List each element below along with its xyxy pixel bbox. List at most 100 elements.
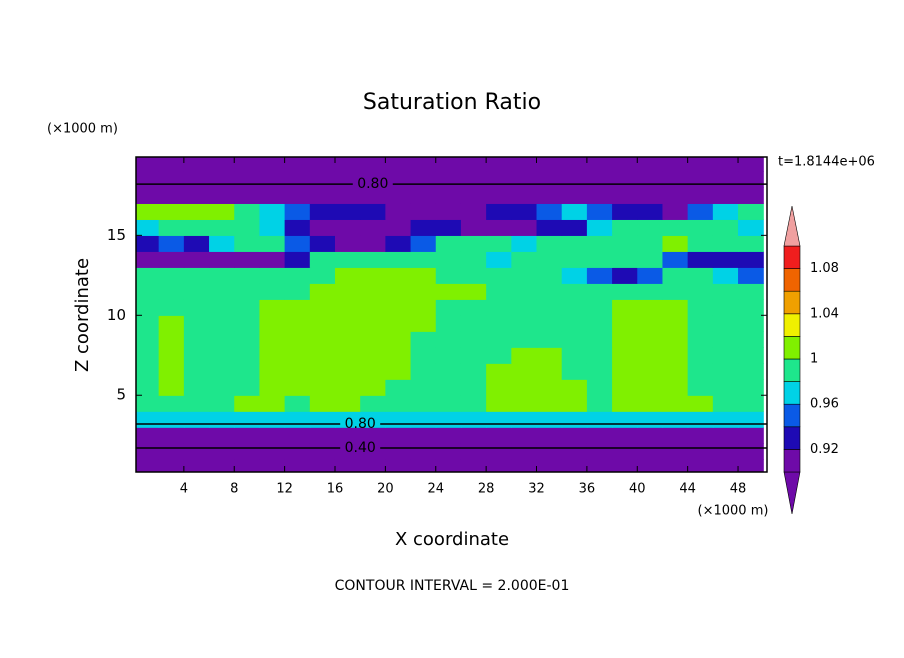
contour-cell [309, 299, 336, 316]
contour-cell [511, 171, 538, 188]
contour-cell [662, 363, 689, 380]
contour-cell [259, 219, 286, 236]
contour-cell [687, 171, 714, 188]
contour-cell [712, 157, 739, 172]
contour-cell [209, 283, 235, 300]
contour-cell [309, 203, 336, 220]
contour-cell [183, 379, 210, 396]
contour-cell [209, 267, 235, 284]
contour-cell [637, 171, 664, 188]
contour-cell [385, 299, 412, 316]
contour-cell [334, 395, 361, 412]
contour-cell [234, 219, 261, 236]
contour-cell [637, 267, 664, 284]
contour-cell [158, 219, 185, 236]
contour-cell [309, 331, 336, 348]
contour-cell [360, 203, 386, 220]
contour-cell [536, 157, 563, 172]
contour-cell [712, 203, 739, 220]
contour-cell [637, 187, 664, 204]
contour-cell [284, 235, 311, 252]
contour-cell [410, 219, 437, 236]
contour-cell [183, 459, 210, 472]
contour-cell [410, 411, 437, 428]
y-tick-label: 15 [107, 226, 126, 244]
contour-cell [385, 379, 412, 396]
y-unit: (×1000 m) [47, 122, 118, 137]
contour-cell [360, 251, 386, 268]
contour-cell [334, 157, 361, 172]
contour-cell [410, 315, 437, 332]
contour-cell [612, 459, 638, 472]
contour-cell [435, 315, 462, 332]
contour-cell [511, 203, 538, 220]
contour-cell [561, 363, 588, 380]
contour-cell [259, 363, 286, 380]
contour-cell [284, 219, 311, 236]
contour-cell [158, 427, 185, 444]
x-tick-label: 8 [230, 482, 238, 497]
contour-cell [183, 363, 210, 380]
y-tick-label: 10 [107, 306, 126, 324]
contour-cell [259, 427, 286, 444]
colorbar-box [783, 336, 801, 360]
contour-cell [536, 283, 563, 300]
contour-cell [712, 395, 739, 412]
contour-cell [334, 267, 361, 284]
x-tick-label: 24 [427, 482, 444, 497]
contour-cell [460, 187, 487, 204]
contour-cell [561, 187, 588, 204]
colorbar-box [783, 403, 801, 428]
contour-cell [460, 283, 487, 300]
contour-cell [209, 187, 235, 204]
contour-cell [385, 235, 412, 252]
contour-cell [410, 363, 437, 380]
contour-cell [334, 219, 361, 236]
contour-cell [738, 395, 764, 412]
contour-cell [511, 299, 538, 316]
x-tick-label: 16 [327, 482, 344, 497]
contour-cell [136, 427, 160, 444]
contour-cell [712, 171, 739, 188]
contour-cell [586, 315, 613, 332]
contour-cell [687, 379, 714, 396]
contour-cell [712, 187, 739, 204]
contour-cell [334, 443, 361, 460]
contour-cell [586, 363, 613, 380]
contour-cell [309, 411, 336, 428]
contour-cell [334, 379, 361, 396]
contour-cell [360, 187, 386, 204]
contour-cell [612, 443, 638, 460]
contour-cell [158, 443, 185, 460]
contour-cell [435, 395, 462, 412]
contour-cell [309, 251, 336, 268]
contour-cell [259, 299, 286, 316]
contour-cell [234, 331, 261, 348]
contour-cell [234, 251, 261, 268]
contour-cell [360, 283, 386, 300]
contour-cell [712, 347, 739, 364]
contour-cell [360, 315, 386, 332]
contour-cell [637, 443, 664, 460]
colorbar-box [783, 313, 801, 337]
contour-cell [712, 427, 739, 444]
contour-cell [234, 427, 261, 444]
contour-cell [360, 395, 386, 412]
y-axis-label: Z coordinate [72, 258, 93, 372]
contour-cell [385, 347, 412, 364]
x-unit: (×1000 m) [698, 504, 769, 519]
contour-cell [586, 379, 613, 396]
contour-cell [536, 219, 563, 236]
contour-cell [234, 187, 261, 204]
contour-cell [234, 235, 261, 252]
contour-cell [561, 427, 588, 444]
contour-cell [360, 219, 386, 236]
contour-cell [209, 331, 235, 348]
contour-cell [435, 459, 462, 472]
contour-cell [637, 299, 664, 316]
contour-cell [460, 411, 487, 428]
contour-cell [234, 299, 261, 316]
contour-cell [183, 427, 210, 444]
contour-cell [360, 443, 386, 460]
